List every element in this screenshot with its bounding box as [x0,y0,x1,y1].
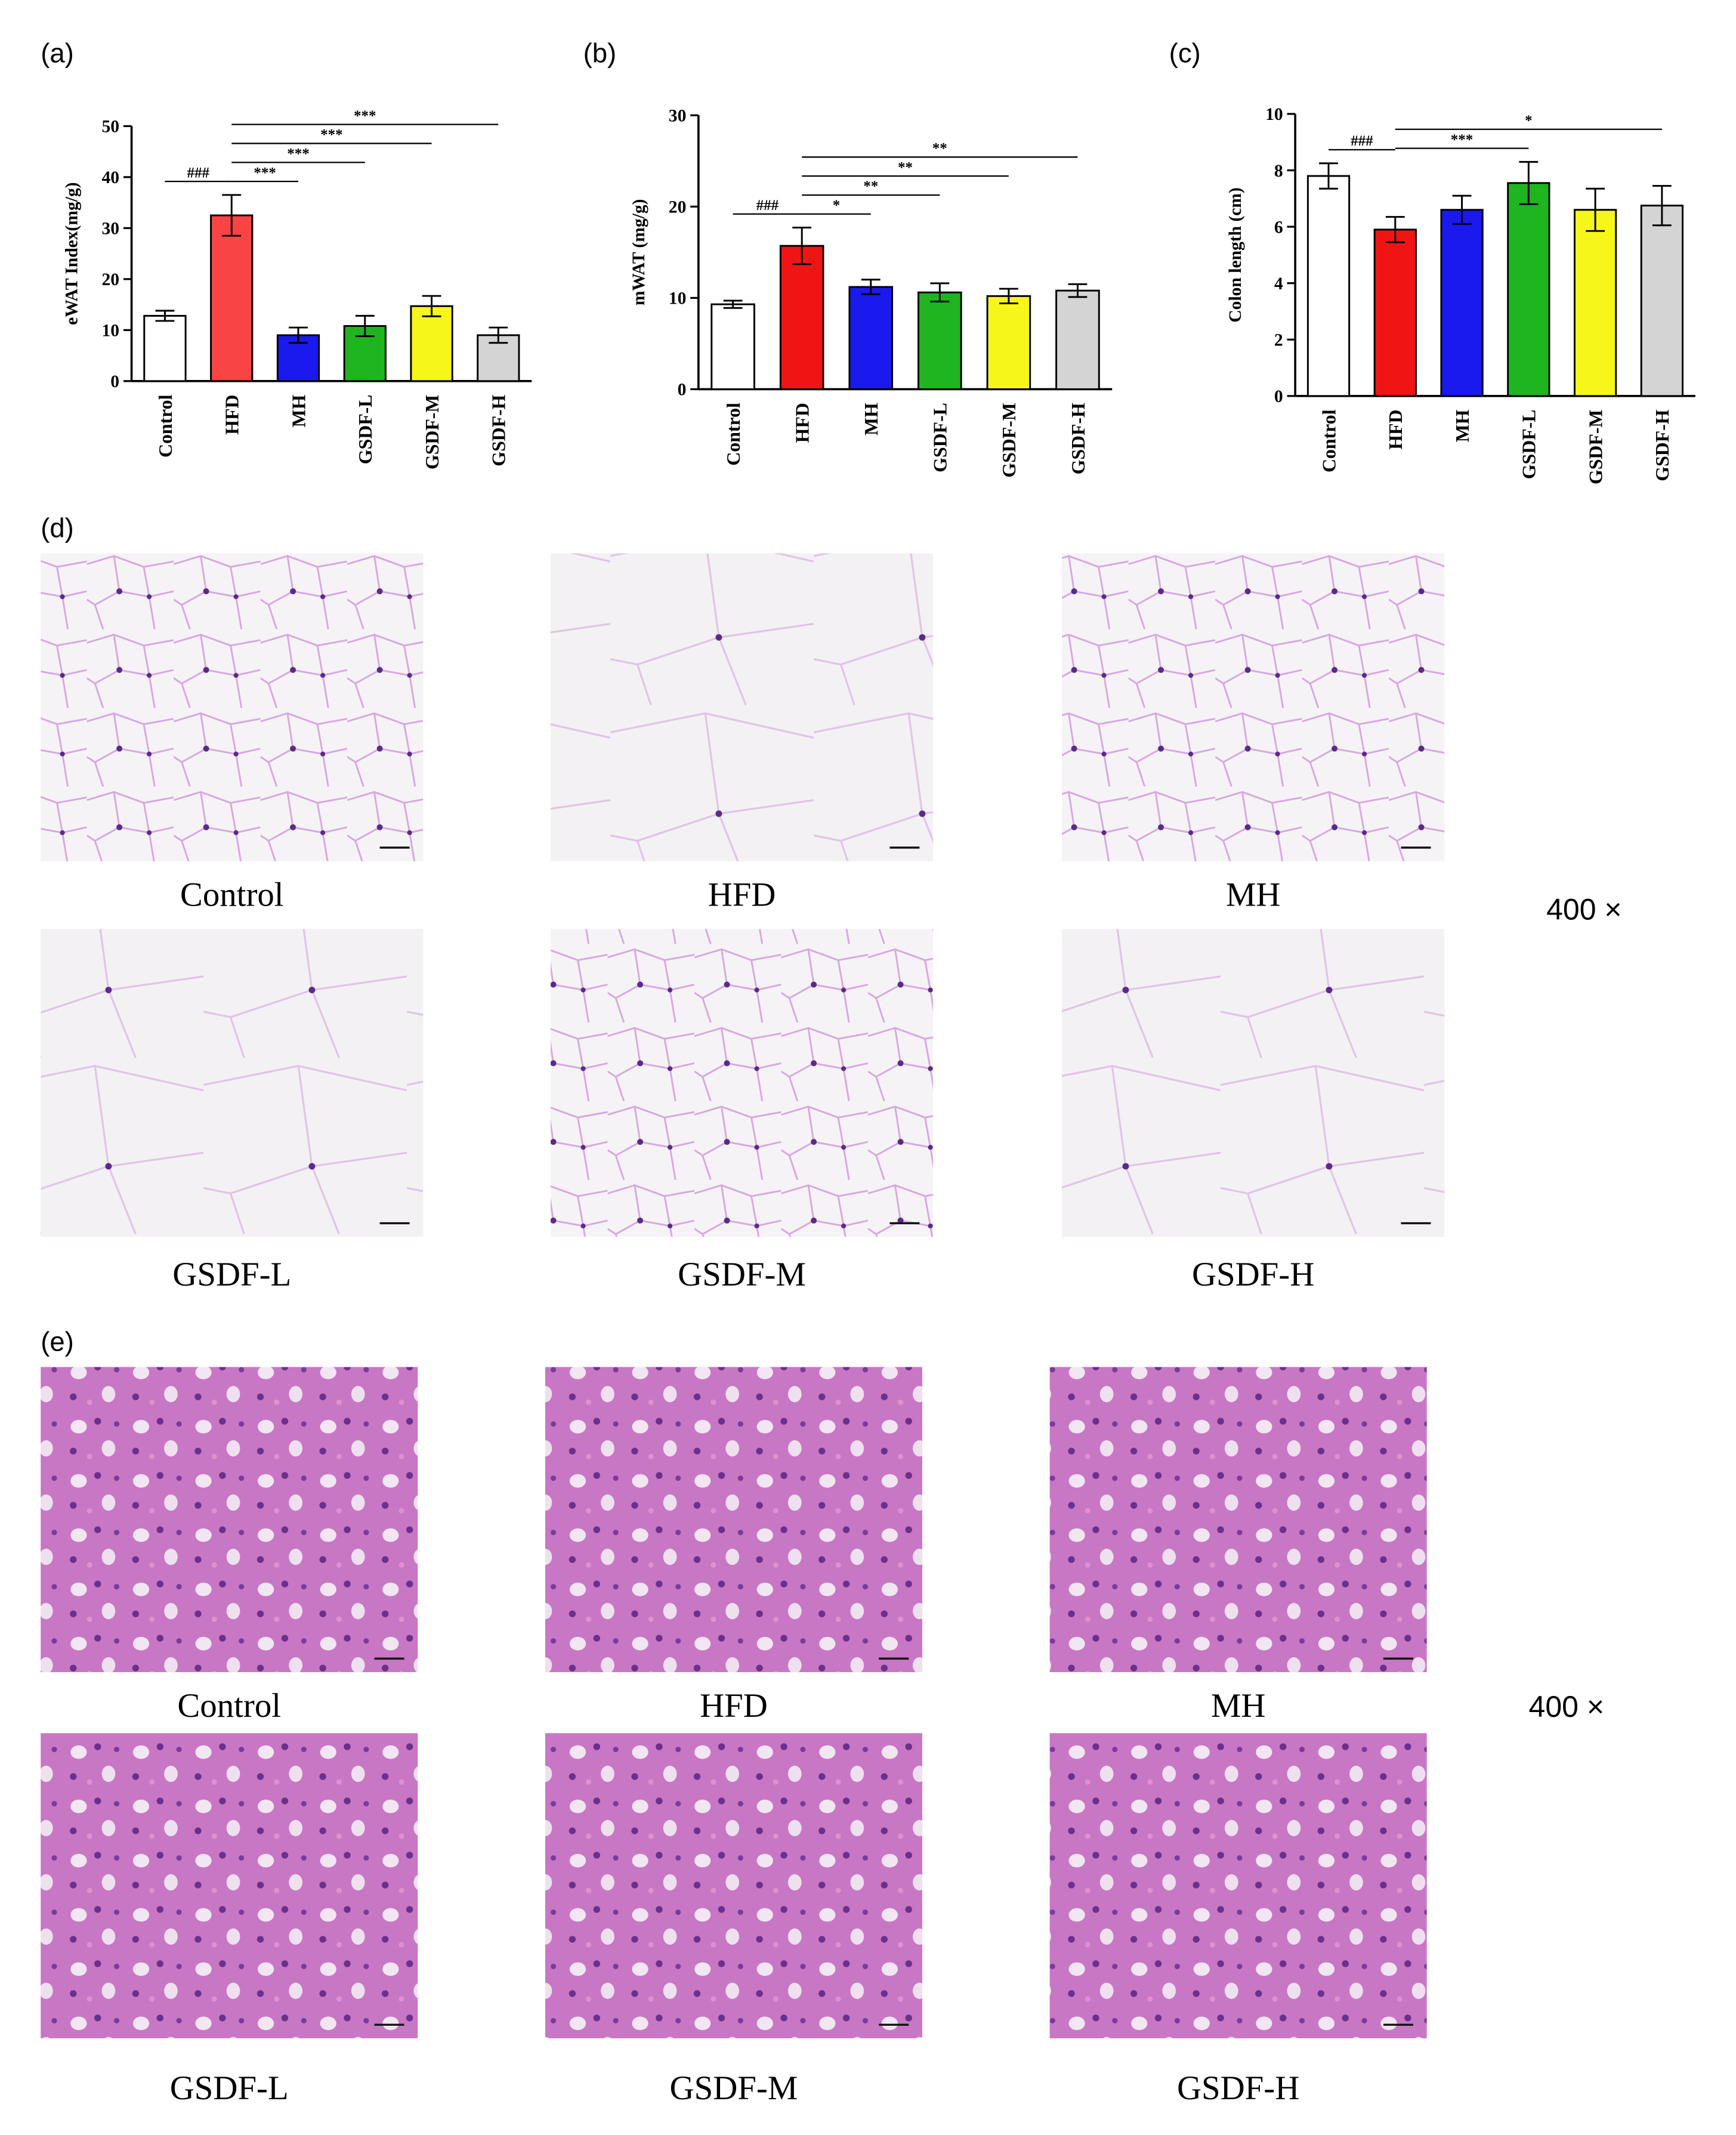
magnification: 400 × [1546,892,1622,926]
significance-label: *** [287,146,310,162]
panel-label: (e) [41,1326,74,1357]
micrograph [41,1367,418,1673]
image-label: GSDF-H [1192,1256,1314,1293]
y-tick-label: 2 [1274,330,1283,350]
significance-label: ### [187,165,210,181]
magnification: 400 × [1529,1690,1605,1723]
micrograph [41,553,424,861]
y-tick-label: 30 [669,106,687,125]
x-tick-label: GSDF-M [999,403,1020,477]
significance-label: *** [254,165,276,181]
x-tick-label: Control [155,394,176,458]
bar [711,303,755,390]
x-tick-label: GSDF-M [422,395,443,469]
image-label: Control [180,876,284,914]
x-tick-label: Control [723,403,744,466]
y-tick-label: 0 [110,372,119,391]
bar [986,295,1031,390]
significance-label: ** [932,140,947,156]
x-tick-label: GSDF-L [930,403,951,472]
y-tick-label: 40 [102,168,120,187]
y-tick-label: 50 [102,118,120,137]
bar [343,325,387,382]
x-tick-label: HFD [222,395,243,435]
bar [1306,175,1351,397]
y-tick-label: 10 [669,289,687,308]
micrograph [551,929,934,1237]
y-tick-label: 20 [669,198,687,217]
image-label: GSDF-L [170,2069,289,2107]
image-label: GSDF-H [1177,2069,1299,2107]
significance-label: * [1525,113,1533,129]
y-tick-label: 0 [678,381,687,400]
micrograph [1062,553,1445,861]
y-tick-label: 30 [102,220,120,239]
micrograph [1049,1367,1427,1673]
x-tick-label: GSDF-M [1585,410,1606,484]
bar [410,305,453,382]
x-tick-label: HFD [1385,410,1406,450]
y-tick-label: 10 [1265,105,1283,124]
x-tick-label: GSDF-H [1652,409,1673,481]
image-label: Control [177,1687,281,1725]
image-label: GSDF-M [678,1256,806,1293]
micrograph [545,1367,922,1673]
y-tick-label: 0 [1274,387,1283,406]
bar [848,286,894,390]
significance-label: *** [320,127,342,143]
image-label: HFD [708,876,776,914]
x-tick-label: GSDF-H [489,394,509,466]
bar [917,291,962,390]
bar [1573,209,1617,397]
x-tick-label: MH [288,394,309,427]
bar [276,334,320,382]
bar [1507,182,1550,397]
x-tick-label: Control [1318,409,1339,472]
micrograph [545,1733,922,2038]
y-axis-label: mWAT (mg/g) [629,199,648,306]
y-tick-label: 10 [102,322,120,341]
x-tick-label: GSDF-H [1068,403,1089,474]
significance-label: *** [1451,132,1474,148]
bar [1440,209,1484,397]
micrograph [41,929,424,1237]
x-tick-label: GSDF-L [1519,410,1540,480]
y-tick-label: 8 [1274,162,1283,181]
image-label: MH [1211,1687,1266,1725]
image-label: GSDF-L [172,1256,291,1293]
image-label: MH [1226,876,1281,914]
bar [1640,205,1684,397]
y-tick-label: 20 [102,270,120,289]
image-label: HFD [700,1687,768,1725]
x-tick-label: GSDF-L [355,395,376,465]
bar [210,214,254,382]
y-axis-label: eWAT Index(mg/g) [63,182,82,325]
panel-label: (c) [1169,38,1201,69]
x-tick-label: HFD [792,403,813,443]
significance-label: * [833,197,841,214]
panel-label: (b) [583,38,617,69]
panel-label: (d) [41,512,74,543]
image-label: GSDF-M [670,2069,798,2107]
bar [779,245,824,390]
micrograph [551,553,934,861]
y-tick-label: 4 [1274,274,1283,293]
significance-label: ### [756,197,779,214]
micrograph [41,1733,418,2038]
x-tick-label: MH [861,403,882,435]
significance-label: ** [898,159,913,175]
significance-label: ### [1351,133,1373,149]
bar [143,314,187,382]
x-tick-label: MH [1452,409,1473,442]
significance-label: ** [863,178,878,194]
y-tick-label: 6 [1274,218,1283,237]
micrograph [1049,1733,1427,2038]
bar [1373,228,1417,397]
panel-label: (a) [41,38,74,69]
significance-label: *** [354,108,376,124]
bar [1055,289,1100,390]
micrograph [1062,929,1445,1237]
y-axis-label: Colon length (cm) [1226,187,1245,323]
